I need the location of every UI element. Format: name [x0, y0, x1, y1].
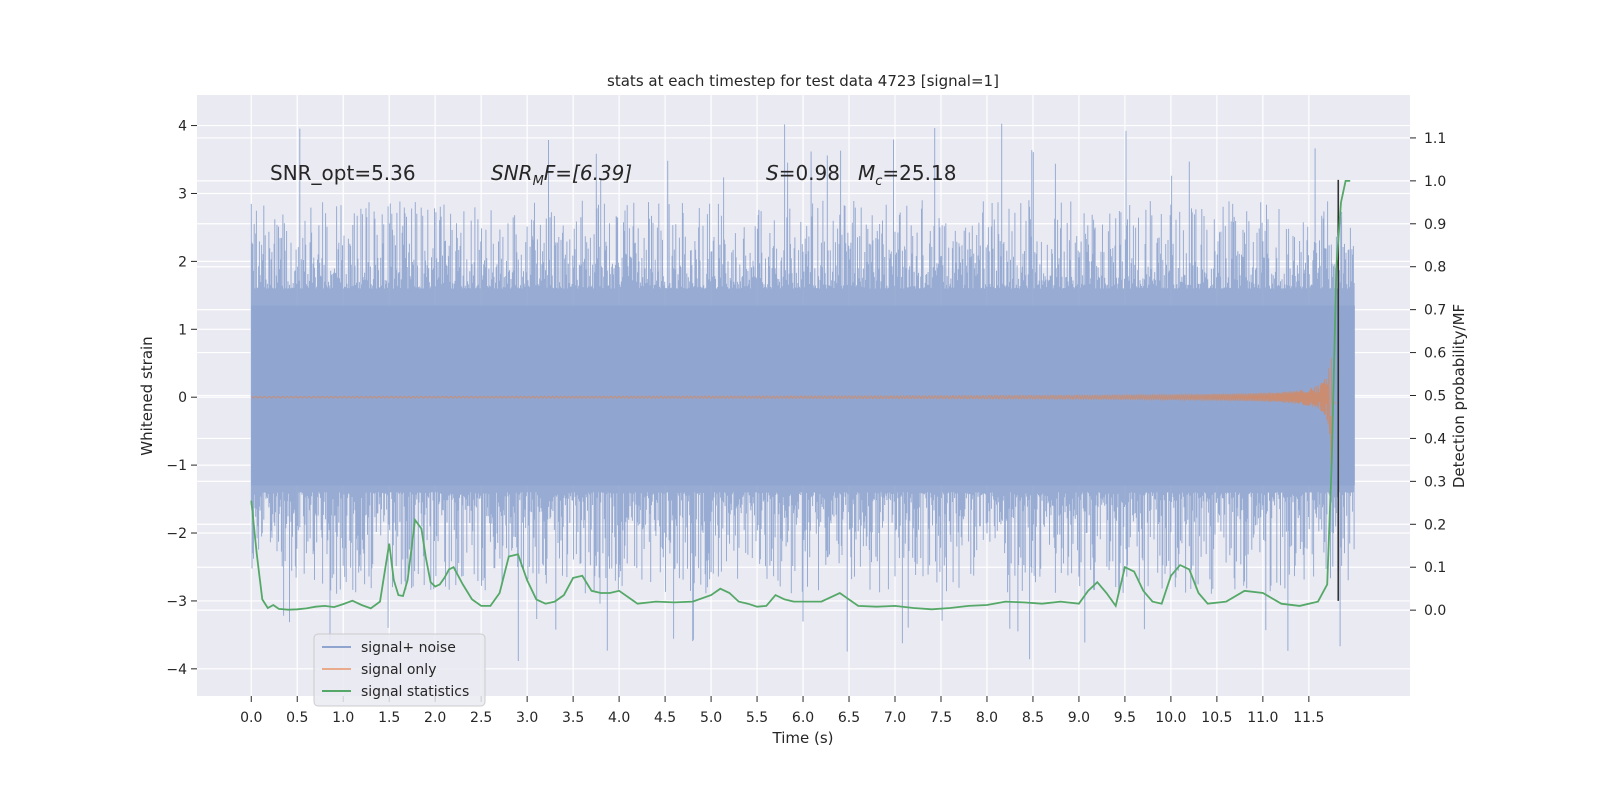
x-tick-label: 1.0: [332, 710, 354, 726]
y2-tick-label: 0.6: [1424, 346, 1446, 362]
y2-axis-label: Detection probability/MF: [1450, 304, 1468, 488]
y-tick-label: 3: [178, 186, 187, 202]
annotation-mc-sub: c: [875, 174, 882, 189]
signal-only-trace: [251, 358, 1337, 466]
y-axis-label: Whitened strain: [138, 336, 156, 455]
signal-only-series: [251, 358, 1337, 466]
legend-label-noise: signal+ noise: [361, 640, 456, 656]
x-tick-label: 8.0: [976, 710, 998, 726]
y2-tick-label: 0.9: [1424, 217, 1446, 233]
annotation-s-main: S: [766, 161, 779, 185]
annotation-snr-mf-sub: M: [533, 174, 544, 189]
y-tick-label: −1: [166, 458, 187, 474]
y-tick-label: 4: [178, 119, 187, 135]
annotation-mc-rest: =25.18: [882, 161, 956, 185]
x-axis-ticks: 0.0 0.5 1.0 1.5 2.0 2.5 3.0 3.5 4.0 4.5 5.0 5.5 6.0 6…: [240, 696, 1324, 726]
legend-label-signal: signal only: [361, 662, 436, 678]
y2-tick-label: 0.5: [1424, 389, 1446, 405]
x-tick-label: 2.5: [470, 710, 492, 726]
x-tick-label: 10.5: [1201, 710, 1232, 726]
y-tick-label: −2: [166, 526, 187, 542]
annotation-snr-opt: SNR_opt=5.36: [270, 161, 416, 185]
annotation-snr-mf: SNRMF=[6.39]: [491, 161, 632, 189]
signal-statistics-series: [250, 180, 1351, 611]
x-tick-label: 7.0: [884, 710, 906, 726]
x-tick-label: 0.0: [240, 710, 262, 726]
annotation-snr-mf-main: SNR: [491, 161, 533, 185]
y-tick-label: 0: [178, 390, 187, 406]
signal-statistics-line: [250, 180, 1351, 611]
x-tick-label: 8.5: [1022, 710, 1044, 726]
y2-tick-label: 0.8: [1424, 260, 1446, 276]
y2-tick-label: 0.1: [1424, 560, 1446, 576]
y2-tick-label: 0.7: [1424, 303, 1446, 319]
x-tick-label: 4.0: [608, 710, 630, 726]
x-axis-label: Time (s): [772, 729, 834, 747]
annotation-mc: Mc=25.18: [858, 161, 956, 189]
x-tick-label: 11.0: [1247, 710, 1278, 726]
x-tick-label: 0.5: [286, 710, 308, 726]
y2-tick-label: 0.3: [1424, 474, 1446, 490]
x-tick-label: 1.5: [378, 710, 400, 726]
x-tick-label: 9.5: [1114, 710, 1136, 726]
y2-axis-ticks: 1.1 1.0 0.9 0.8 0.7 0.6 0.5 0.4 0.3 0.2 0.1 0.0: [1410, 131, 1446, 619]
x-tick-label: 3.0: [516, 710, 538, 726]
legend: signal+ noise signal only signal statist…: [313, 633, 486, 707]
annotation-s: S=0.98: [766, 161, 840, 185]
x-tick-label: 6.5: [838, 710, 860, 726]
y-tick-label: 1: [178, 322, 187, 338]
annotation-mc-main: M: [858, 161, 875, 185]
legend-label-stat: signal statistics: [361, 684, 469, 700]
x-tick-label: 7.5: [930, 710, 952, 726]
x-tick-label: 2.0: [424, 710, 446, 726]
x-tick-label: 9.0: [1068, 710, 1090, 726]
y-axis-ticks: 4 3 2 1 0 −1 −2 −3 −4: [166, 119, 197, 678]
y-tick-label: 2: [178, 254, 187, 270]
x-tick-label: 10.0: [1155, 710, 1186, 726]
x-tick-label: 3.5: [562, 710, 584, 726]
y-tick-label: −4: [166, 662, 187, 678]
y2-tick-label: 0.0: [1424, 603, 1446, 619]
chart-title: stats at each timestep for test data 472…: [607, 72, 999, 90]
noise-trace: [250, 123, 1355, 661]
x-tick-label: 6.0: [792, 710, 814, 726]
x-tick-label: 5.5: [746, 710, 768, 726]
y2-tick-label: 1.0: [1424, 174, 1446, 190]
legend-box: [313, 633, 486, 707]
y2-tick-label: 0.4: [1424, 431, 1446, 447]
y-tick-label: −3: [166, 594, 187, 610]
y2-tick-label: 1.1: [1424, 131, 1446, 147]
x-tick-label: 11.5: [1293, 710, 1324, 726]
annotation-s-rest: =0.98: [779, 161, 840, 185]
y2-tick-label: 0.2: [1424, 517, 1446, 533]
x-tick-label: 5.0: [700, 710, 722, 726]
annotation-snr-mf-rest: F=[6.39]: [544, 161, 632, 185]
x-tick-label: 4.5: [654, 710, 676, 726]
